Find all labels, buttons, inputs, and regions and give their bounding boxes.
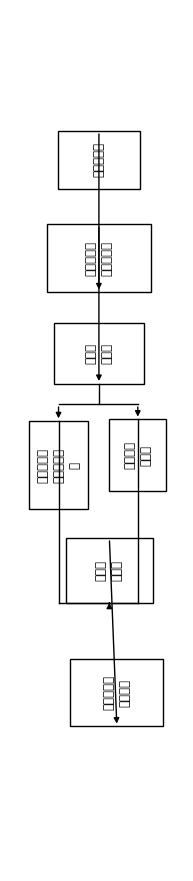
Bar [109, 419, 166, 491]
Text: 分光延
迟装置: 分光延 迟装置 [84, 343, 113, 364]
Text: 飞秒激光器: 飞秒激光器 [92, 143, 105, 177]
Text: 信号采集及
处理模块: 信号采集及 处理模块 [102, 675, 131, 710]
Text: 电光效
应晶体: 电光效 应晶体 [95, 560, 124, 581]
Bar [47, 225, 151, 292]
Text: 锁到前沿脉
冲光产生装
置: 锁到前沿脉 冲光产生装 置 [36, 448, 81, 483]
Bar [54, 322, 144, 384]
Bar [70, 659, 163, 727]
Text: 太赫兹产
生装置: 太赫兹产 生装置 [123, 441, 152, 469]
Text: 负啁啾脉冲
光产生装置: 负啁啾脉冲 光产生装置 [84, 241, 113, 276]
Bar [29, 421, 88, 509]
Bar [58, 131, 140, 189]
Bar [66, 538, 153, 603]
